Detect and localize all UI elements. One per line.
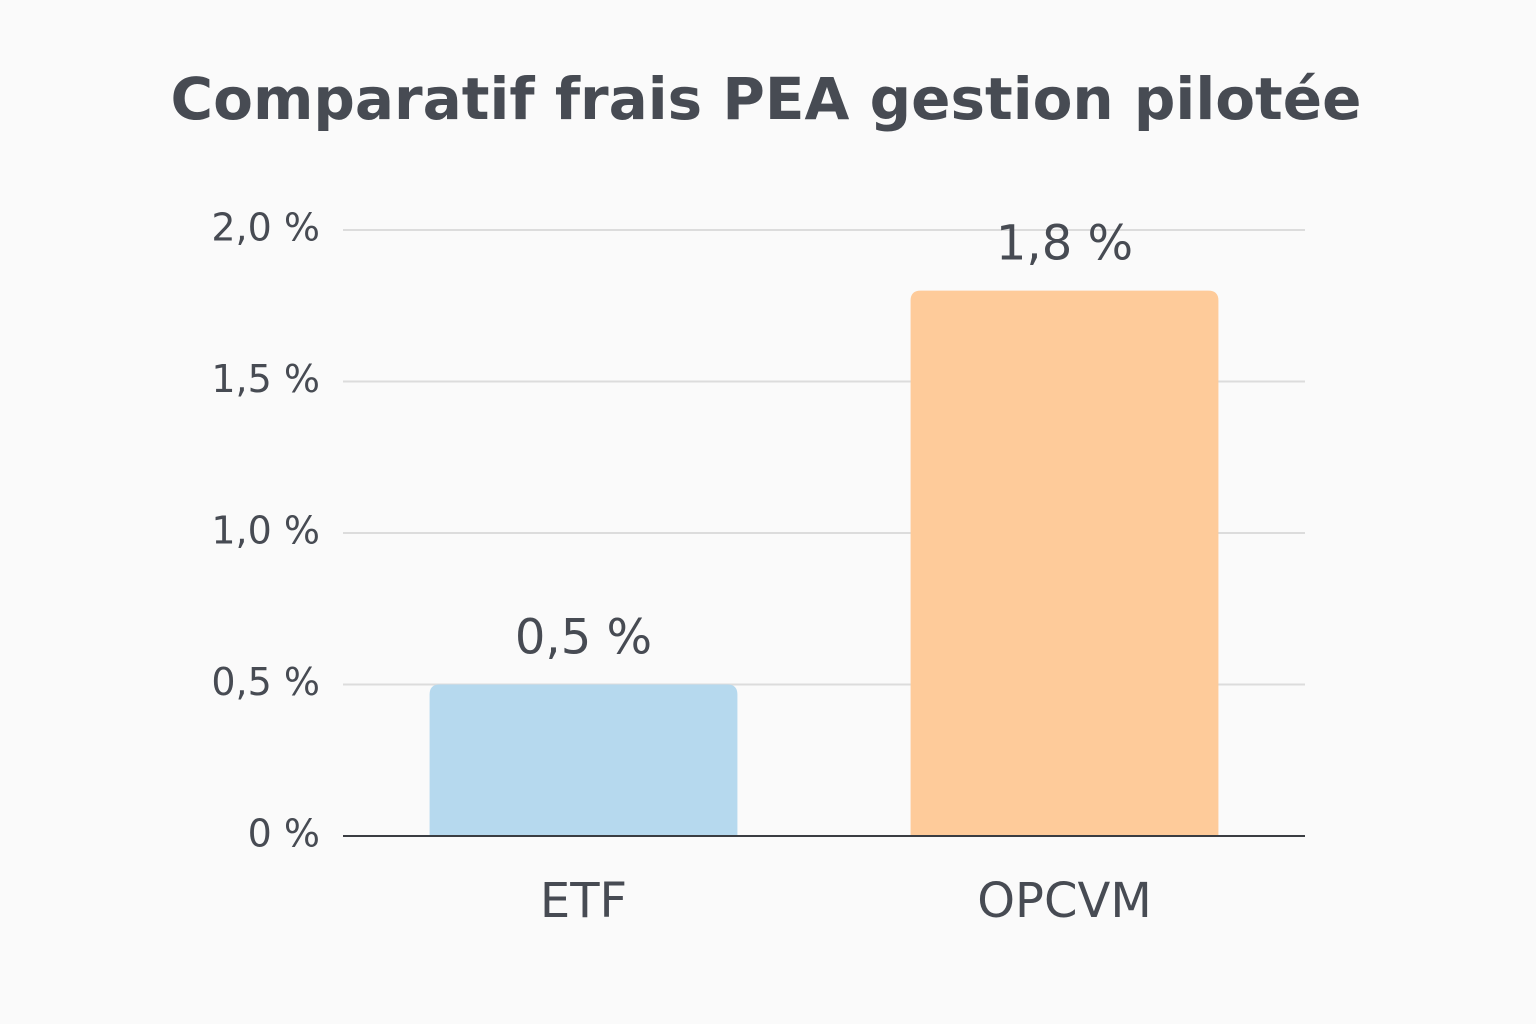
y-tick-label: 1,0 % bbox=[211, 509, 320, 553]
x-tick-label: OPCVM bbox=[977, 873, 1152, 929]
value-label: 0,5 % bbox=[515, 610, 652, 666]
y-tick-label: 2,0 % bbox=[211, 206, 320, 250]
bar bbox=[910, 290, 1219, 837]
bar bbox=[429, 684, 738, 836]
y-tick-label: 0,5 % bbox=[211, 660, 320, 704]
x-tick-label: ETF bbox=[540, 873, 627, 929]
y-tick-label: 1,5 % bbox=[211, 357, 320, 401]
y-tick-label: 0 % bbox=[248, 812, 320, 856]
value-label: 1,8 % bbox=[996, 216, 1133, 272]
chart-title: Comparatif frais PEA gestion pilotée bbox=[171, 65, 1362, 133]
